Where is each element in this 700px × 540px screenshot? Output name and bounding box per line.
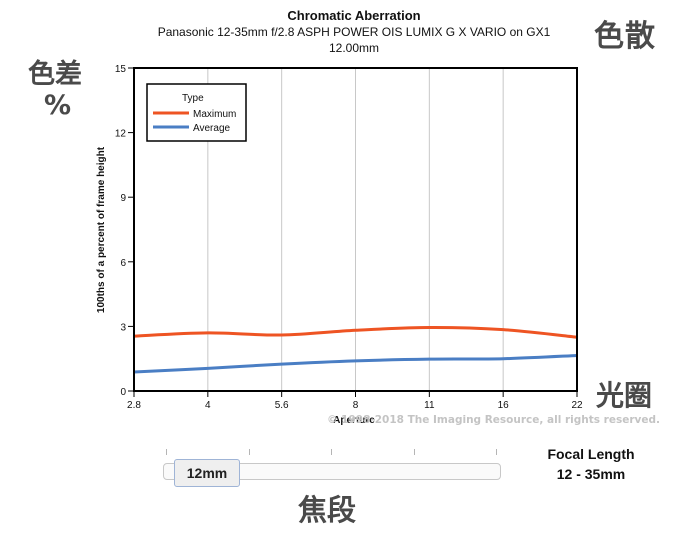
legend-label-average: Average (193, 123, 231, 134)
y-tick-label: 9 (120, 193, 126, 204)
x-tick-label: 16 (498, 400, 510, 411)
x-axis-label: Aperture (333, 415, 375, 426)
x-tick-label: 2.8 (127, 400, 141, 411)
series-line-average (133, 353, 578, 374)
overlay-label-bottom: 焦段 (298, 493, 357, 527)
focal-length-slider-handle[interactable]: 12mm (174, 459, 240, 487)
chart-area: 0 3 6 9 12 15 2.8 4 5.6 8 11 16 22 Aperture 100ths of … (96, 64, 660, 426)
focal-subtitle: 12.00mm (328, 41, 380, 55)
y-tick-label: 15 (115, 64, 127, 75)
legend-label-maximum: Maximum (193, 109, 236, 120)
legend-title: Type (182, 93, 204, 104)
slider-tick (166, 449, 167, 455)
slider-tick (413, 449, 415, 455)
slider-tick (496, 449, 497, 455)
copyright-watermark: © 1998-2018 The Imaging Resource, all ri… (327, 414, 660, 426)
y-tick-label: 6 (120, 258, 126, 269)
x-tick-label: 22 (571, 400, 583, 411)
overlay-label-right: 光圈 (596, 379, 653, 412)
x-tick-label: 4 (205, 400, 211, 411)
focal-length-slider-track[interactable] (163, 463, 501, 480)
y-tick-label: 12 (115, 129, 127, 140)
lens-subtitle: Panasonic 12-35mm f/2.8 ASPH POWER OIS L… (157, 25, 551, 39)
overlay-label-percent: % (44, 90, 72, 121)
overlay-label-top-right: 色散 (594, 19, 656, 54)
chart-title: Chromatic Aberration (287, 8, 421, 23)
y-tick-label: 3 (120, 322, 126, 333)
y-tick-label: 0 (120, 387, 126, 398)
overlay-label-top-left: 色差 (28, 59, 82, 90)
focal-length-range: 12 - 35mm (556, 466, 626, 482)
x-tick-label: 5.6 (275, 400, 289, 411)
series-line-maximum (133, 325, 578, 339)
y-axis-label: 100ths of a percent of frame height (96, 146, 107, 313)
slider-tick (248, 449, 250, 455)
slider-tick (331, 449, 332, 455)
x-tick-label: 11 (424, 400, 435, 411)
x-tick-label: 8 (353, 400, 359, 411)
focal-length-label: Focal Length (547, 446, 635, 462)
